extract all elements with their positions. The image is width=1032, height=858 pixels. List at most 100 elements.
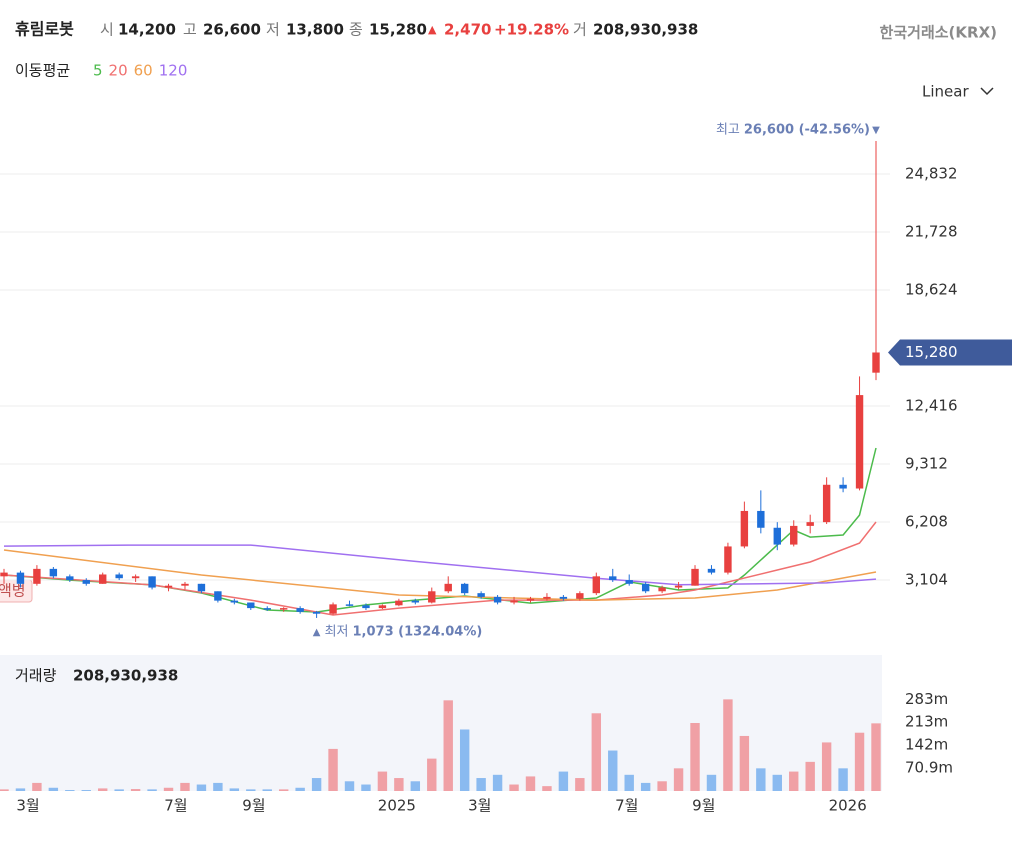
volume-bar — [640, 782, 651, 791]
candle-body — [247, 602, 255, 609]
volume-tick-label: 142m — [905, 736, 948, 754]
change-arrow: ▲ — [428, 23, 437, 36]
candle-body — [839, 484, 847, 489]
candle-body — [296, 608, 304, 612]
candle-body — [395, 600, 403, 606]
candle-body — [115, 574, 123, 579]
x-tick-label: 9월 — [692, 797, 715, 815]
volume-value: 208,930,938 — [593, 21, 698, 39]
open-value: 14,200 — [118, 21, 176, 39]
candle-body — [16, 572, 25, 584]
scale-selector[interactable]: Linear — [922, 83, 969, 101]
y-tick-label: 6,208 — [905, 513, 948, 531]
volume-bar — [871, 723, 881, 791]
candle-body — [625, 580, 633, 584]
volume-bar — [575, 778, 585, 791]
candle-body — [444, 583, 452, 592]
x-tick-label: 7월 — [164, 797, 187, 815]
volume-bar — [328, 748, 338, 791]
last-price-tag — [888, 339, 1012, 366]
candle-body — [757, 510, 765, 528]
candle-body — [33, 568, 41, 584]
min-label: 최저 — [325, 624, 349, 639]
volume-bar — [163, 787, 174, 791]
volume-bar — [821, 742, 832, 791]
volume-tick-label: 283m — [905, 690, 948, 708]
volume-bar — [476, 778, 486, 791]
y-tick-label: 21,728 — [905, 223, 958, 241]
volume-bar — [772, 774, 782, 791]
candle-body — [658, 587, 666, 592]
volume-bar — [180, 782, 190, 791]
volume-tick-label: 213m — [905, 713, 948, 731]
candle-body — [460, 583, 469, 594]
y-tick-label: 12,416 — [905, 397, 958, 415]
x-tick-label: 2025 — [378, 797, 416, 815]
volume-bar — [394, 778, 404, 791]
candle-body — [724, 546, 732, 573]
candle-body — [707, 568, 716, 573]
volume-bar — [542, 786, 552, 791]
change-pct: +19.28% — [494, 21, 569, 39]
volume-bar — [690, 723, 700, 791]
ma-legend-item: 20 — [109, 62, 128, 80]
candle-body — [477, 593, 485, 597]
volume-bar — [196, 784, 207, 791]
chevron[interactable] — [980, 87, 994, 96]
volume-bar — [459, 729, 470, 791]
candle-body — [592, 576, 601, 594]
candle-body — [164, 585, 173, 588]
volume-panel-label: 거래량 — [15, 667, 57, 685]
ma-legend-item: 5 — [93, 62, 103, 80]
candle-body — [49, 568, 58, 577]
volume-bar — [657, 781, 667, 791]
candle-body — [0, 572, 8, 577]
candle-body — [197, 583, 206, 592]
volume-bar — [838, 768, 848, 791]
volume-bar — [344, 781, 355, 791]
volume-bar — [558, 771, 569, 791]
low-label: 저 — [266, 21, 280, 39]
volume-bar — [525, 776, 536, 791]
volume-bar — [789, 771, 799, 791]
moving-average — [3, 549, 877, 601]
max-label: 최고 — [716, 122, 740, 137]
min-value: 1,073 (1324.04%) — [353, 624, 483, 639]
volume-bar — [443, 700, 453, 791]
candle-body — [181, 583, 189, 586]
low-value: 13,800 — [286, 21, 344, 39]
candle-body — [543, 596, 551, 599]
volume-bar — [608, 750, 618, 791]
volume-bar — [81, 790, 91, 791]
candle-body — [822, 484, 831, 523]
candle-body — [674, 585, 683, 588]
volume-bar — [509, 784, 519, 791]
close-label: 종 — [349, 21, 363, 39]
x-tick-label: 3월 — [468, 797, 491, 815]
volume-bar — [246, 789, 256, 791]
left-tag: 액병 — [0, 582, 26, 600]
candle-body — [99, 574, 107, 584]
ma-legend-label: 이동평균 — [15, 62, 70, 80]
ma-legend-item: 120 — [159, 62, 188, 80]
high-label: 고 — [183, 21, 197, 39]
last-price-label: 15,280 — [905, 343, 958, 361]
volume-bar — [147, 789, 157, 791]
volume-bar — [130, 789, 141, 791]
volume-bar — [492, 774, 503, 791]
x-tick-label: 2026 — [829, 797, 867, 815]
candle-body — [345, 604, 354, 606]
volume-bar — [229, 788, 240, 791]
ma-legend-item: 60 — [134, 62, 153, 80]
volume-bar — [213, 782, 223, 791]
y-tick-label: 3,104 — [905, 571, 948, 589]
volume-bar — [311, 778, 322, 791]
volume-bar — [427, 758, 437, 791]
candle-body — [855, 395, 864, 489]
x-tick-label: 9월 — [242, 797, 265, 815]
candle-body — [559, 596, 568, 599]
x-tick-label: 3월 — [16, 797, 39, 815]
volume-bar — [48, 787, 59, 791]
volume-bar — [114, 789, 124, 791]
